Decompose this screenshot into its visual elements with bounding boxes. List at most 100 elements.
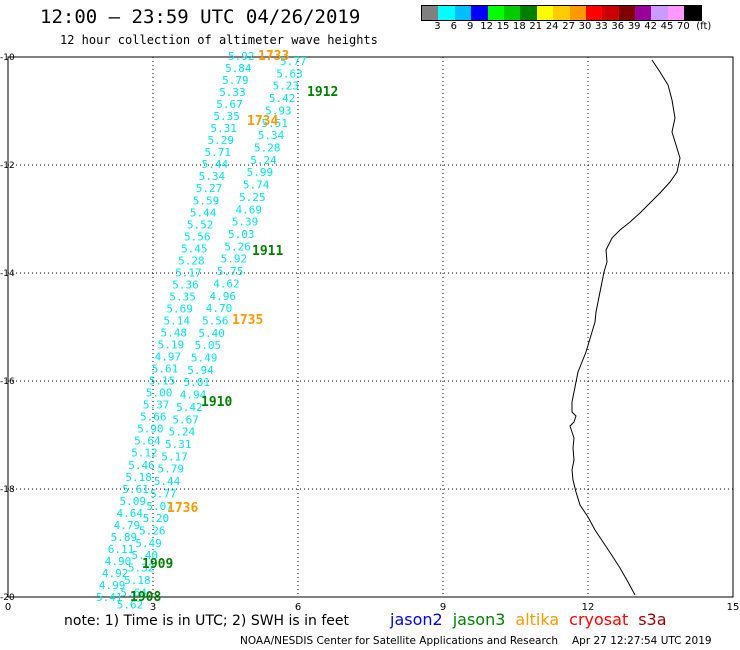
swh-value: 5.66 (140, 411, 167, 424)
swh-value: 4.99 (99, 579, 126, 592)
x-tick-label: 15 (727, 602, 740, 610)
color-swatch-7 (536, 6, 554, 20)
swh-value: 5.14 (163, 314, 190, 327)
pass-time-label: 1733 (258, 49, 289, 64)
axis-tick-labels: 0 3 6 9 12 15 -10 -12 -14 -16 -18 -20 (0, 53, 739, 610)
altimeter-track-left: 5.925.845.795.335.675.355.315.295.715.44… (96, 50, 255, 604)
swh-value: 5.40 (198, 327, 225, 340)
color-scale-label: (ft) (696, 21, 712, 32)
pass-time-label: 1734 (247, 114, 278, 129)
swh-value: 5.17 (175, 266, 202, 279)
swh-value: 5.33 (219, 86, 246, 99)
altimeter-map: 0 3 6 9 12 15-10-12-14-16-18-20 5.925.845.795… (0, 49, 739, 610)
swh-value: 5.77 (150, 487, 177, 500)
color-scale-label: 18 (513, 21, 526, 32)
color-scale-labels: 3 6 9 12 15 18 21 24 27 30 33 36 39 42 45 70 (ft) (421, 21, 740, 33)
swh-value: 5.44 (190, 206, 217, 219)
color-scale-label: 39 (627, 21, 641, 32)
coastline (569, 59, 681, 596)
color-swatch-8 (553, 6, 570, 20)
pass-time-labels: 1733 1912 1734 1911 1735 1910 1736 1909 1908 (130, 49, 338, 605)
swh-value: 5.18 (125, 471, 152, 484)
swh-value: 5.62 (117, 599, 144, 610)
generated-timestamp: Apr 27 12:27:54 UTC 2019 (572, 635, 712, 647)
color-scale-label: 3 (434, 21, 441, 32)
color-swatch-3 (471, 6, 488, 20)
legend-jason2: jason2 (390, 610, 443, 629)
color-swatch-11 (602, 6, 619, 20)
swh-value: 4.64 (117, 507, 144, 520)
color-swatch-16 (684, 6, 701, 20)
color-swatch-15 (667, 6, 685, 20)
swh-value: 5.64 (120, 586, 147, 599)
color-swatch-14 (651, 6, 668, 20)
satellite-legend: jason2 jason3 altika cryosat s3a (390, 610, 677, 629)
swh-value: 4.92 (102, 567, 129, 580)
swh-value: 5.20 (143, 512, 170, 525)
swh-value: 5.46 (128, 459, 155, 472)
swh-value: 5.49 (135, 537, 162, 550)
swh-value: 4.96 (209, 290, 236, 303)
swh-value: 5.19 (158, 339, 185, 352)
swh-value: 4.94 (180, 389, 207, 402)
color-scale-label: 24 (545, 21, 559, 32)
swh-value: 5.15 (149, 375, 176, 388)
swh-value: 4.70 (206, 302, 233, 315)
swh-value: 5.67 (172, 413, 199, 426)
color-swatch-13 (635, 6, 652, 20)
swh-value: 5.92 (228, 50, 255, 63)
swh-value: 5.69 (166, 302, 193, 315)
swh-value: 5.29 (207, 134, 234, 147)
swh-value: 5.89 (111, 531, 137, 544)
credit-line: NOAA/NESDIS Center for Satellite Applica… (240, 635, 712, 647)
color-swatch-4 (487, 6, 504, 20)
swh-value: 5.56 (184, 230, 211, 243)
swh-value: 5.24 (169, 426, 196, 439)
legend-s3a: s3a (638, 610, 667, 629)
swh-value: 5.12 (131, 447, 158, 460)
pass-time-label: 1911 (252, 244, 283, 259)
color-scale-label: 45 (660, 21, 674, 32)
color-swatch-1 (438, 6, 455, 20)
swh-value: 5.79 (158, 463, 185, 476)
color-scale-label: 15 (496, 21, 510, 32)
swh-value: 5.35 (213, 110, 240, 123)
swh-value: 5.79 (222, 74, 249, 87)
color-scale-label: 12 (480, 21, 493, 32)
swh-value: 5.67 (216, 98, 243, 111)
map-frame (7, 56, 734, 598)
swh-value: 5.41 (96, 591, 123, 604)
swh-value: 5.42 (269, 92, 296, 105)
color-swatch-9 (569, 6, 586, 20)
color-scale-label: 33 (595, 21, 608, 32)
swh-value: 5.32 (128, 562, 155, 575)
swh-value: 5.28 (254, 141, 281, 154)
swh-value: 5.34 (258, 129, 285, 142)
swh-value: 5.36 (172, 278, 199, 291)
x-tick-label: 6 (295, 602, 301, 610)
pass-time-label: 1736 (167, 501, 198, 516)
swh-value: 5.37 (143, 399, 170, 412)
swh-value: 5.40 (132, 549, 159, 562)
swh-value: 5.34 (199, 170, 226, 183)
swh-value: 5.01 (184, 376, 211, 389)
swh-value: 5.84 (225, 62, 252, 75)
swh-value: 4.90 (105, 555, 132, 568)
swh-value: 5.26 (224, 240, 251, 253)
color-scale-label: 21 (529, 21, 543, 32)
legend-jason3: jason3 (452, 610, 506, 629)
x-tick-label: 3 (150, 602, 156, 610)
color-swatch-2 (454, 6, 472, 20)
color-scale-label: 42 (644, 21, 657, 32)
swh-value: 5.31 (210, 122, 237, 135)
swh-value: 5.23 (273, 80, 300, 93)
swh-value: 5.31 (165, 438, 192, 451)
pass-time-label: 1735 (232, 313, 263, 328)
swh-value: 5.61 (152, 363, 179, 376)
swh-value: 5.71 (205, 146, 232, 159)
swh-value: 5.52 (187, 218, 214, 231)
swh-value: 5.25 (239, 191, 266, 204)
color-scale-label: 6 (450, 21, 457, 32)
swh-value: 5.45 (181, 242, 208, 255)
y-tick-label: -10 (0, 53, 15, 63)
